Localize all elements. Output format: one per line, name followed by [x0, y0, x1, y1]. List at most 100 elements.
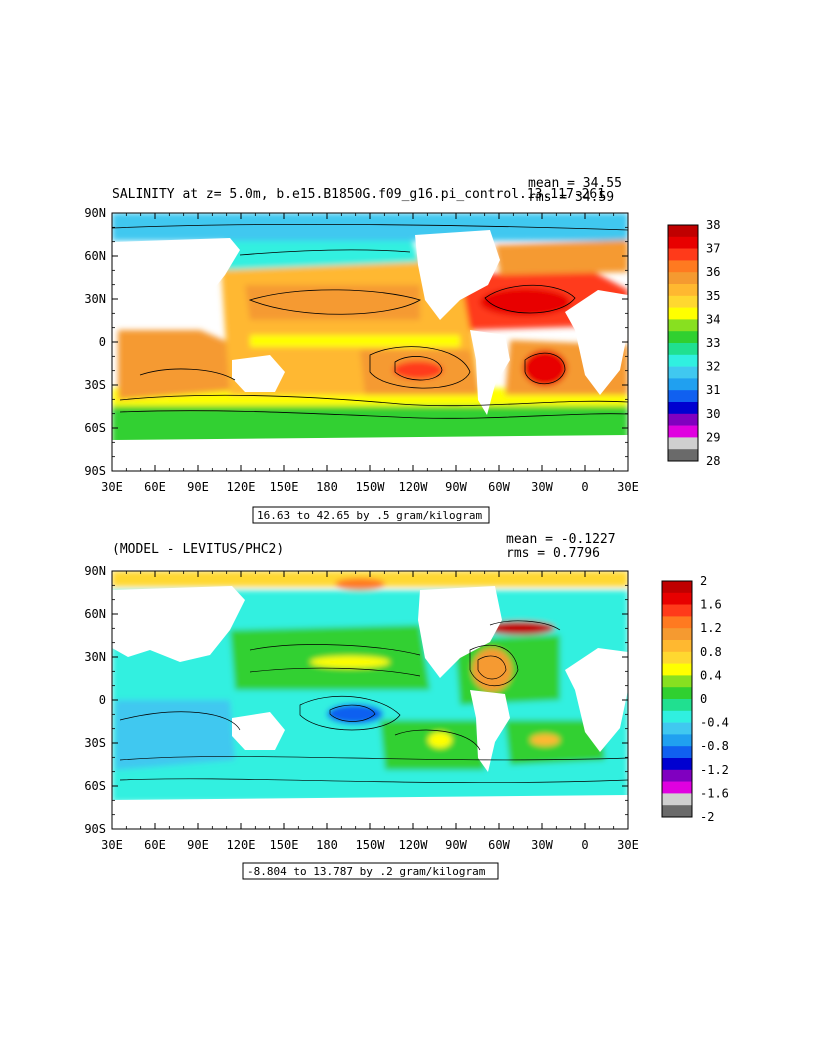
bottom-y-tick-label: 0: [99, 693, 106, 707]
bottom-colorbar-swatch: [662, 675, 692, 688]
top-colorbar-label: 34: [706, 312, 720, 326]
top-colorbar-swatch: [668, 378, 698, 391]
top-x-tick-label: 120W: [399, 480, 429, 494]
top-colorbar-label: 36: [706, 265, 720, 279]
bottom-contour-info: -8.804 to 13.787 by .2 gram/kilogram: [247, 865, 486, 878]
top-map-plot: [112, 213, 628, 471]
bottom-colorbar-label: 1.6: [700, 598, 722, 612]
bottom-land-africa: [565, 648, 628, 752]
bottom-colorbar-swatch: [662, 687, 692, 700]
bottom-colorbar-label: -0.8: [700, 739, 729, 753]
bottom-colorbar-swatch: [662, 805, 692, 818]
top-colorbar-label: 38: [706, 218, 720, 232]
top-colorbar-swatch: [668, 248, 698, 261]
bottom-y-tick-label: 60N: [84, 607, 106, 621]
top-land-africa: [565, 290, 628, 395]
top-colorbar-swatch: [668, 366, 698, 379]
bottom-colorbar-swatch: [662, 769, 692, 782]
bottom-colorbar-swatch: [662, 581, 692, 594]
top-north-atlantic-core: [480, 288, 570, 316]
bottom-colorbar-label: -1.6: [700, 786, 729, 800]
bottom-south-pacific-neg: [327, 704, 383, 724]
bottom-x-tick-label: 90E: [187, 838, 209, 852]
bottom-colorbar-label: -0.4: [700, 716, 729, 730]
top-colorbar-swatch: [668, 449, 698, 462]
top-colorbar-swatch: [668, 295, 698, 308]
top-indian-ocean: [118, 330, 240, 400]
bottom-x-tick-label: 30E: [617, 838, 639, 852]
bottom-y-tick-label: 90S: [84, 822, 106, 836]
top-colorbar-label: 33: [706, 336, 720, 350]
top-x-tick-label: 180: [316, 480, 338, 494]
bottom-x-tick-label: 150E: [270, 838, 299, 852]
top-colorbar-label: 30: [706, 407, 720, 421]
bottom-land-australia: [232, 712, 285, 750]
bottom-x-tick-label: 120W: [399, 838, 429, 852]
bottom-subtropical-atlantic: [472, 648, 512, 692]
top-south-atlantic-core: [523, 350, 567, 386]
top-colorbar-swatch: [668, 437, 698, 450]
bottom-colorbar-swatch: [662, 640, 692, 653]
top-x-tick-label: 60W: [488, 480, 510, 494]
bottom-land: [112, 586, 628, 829]
top-colorbar-frame: [667, 224, 699, 462]
top-x-tick-label: 90W: [445, 480, 467, 494]
bottom-colorbar-label: -2: [700, 810, 714, 824]
top-colorbar-swatch: [668, 402, 698, 415]
top-colorbar-swatch: [668, 413, 698, 426]
bottom-south-atlantic-pos: [530, 734, 560, 746]
top-north-pacific-sub: [245, 285, 420, 320]
top-mean-label: mean = 34.55: [528, 176, 622, 191]
bottom-colorbar-swatch: [662, 616, 692, 629]
top-colorbar-label: 28: [706, 454, 720, 468]
bottom-south-pacific-yellow: [428, 732, 452, 748]
bottom-colorbar-swatch: [662, 710, 692, 723]
top-land-antarctica: [112, 435, 628, 471]
bottom-colorbar: 2 1.6 1.2 0.8 0.4 0 -0.4 -0.8 -1.2 -1.6 -2: [661, 574, 729, 824]
top-north-atlantic-subpolar: [495, 240, 628, 275]
top-land-australia: [232, 355, 285, 392]
bottom-x-tick-label: 0: [581, 838, 588, 852]
top-colorbar-swatch: [668, 260, 698, 273]
bottom-colorbar-swatch: [662, 592, 692, 605]
bottom-y-tick-label: 60S: [84, 779, 106, 793]
top-colorbar-label: 37: [706, 242, 720, 256]
top-equatorial-pacific: [250, 335, 460, 347]
bottom-y-tick-label: 90N: [84, 564, 106, 578]
bottom-colorbar-swatch: [662, 793, 692, 806]
bottom-x-tick-label: 30E: [101, 838, 123, 852]
bottom-x-tick-label: 150W: [356, 838, 386, 852]
top-colorbar-swatch: [668, 319, 698, 332]
top-y-tick-label: 90S: [84, 464, 106, 478]
top-y-tick-label: 60N: [84, 249, 106, 263]
bottom-colorbar-swatch: [662, 722, 692, 735]
top-x-tick-label: 120E: [227, 480, 256, 494]
bottom-colorbar-label: 0: [700, 692, 707, 706]
bottom-colorbar-swatch: [662, 734, 692, 747]
bottom-colorbar-label: 0.8: [700, 645, 722, 659]
bottom-colorbar-swatch: [662, 699, 692, 712]
bottom-colorbar-swatch: [662, 781, 692, 794]
bottom-colorbar-swatch: [662, 746, 692, 759]
top-colorbar: 38 37 36 35 34 33 32 31 30 29 28: [667, 218, 720, 468]
top-y-tick-label: 30N: [84, 292, 106, 306]
top-contours: [112, 223, 628, 419]
bottom-map-plot: [112, 571, 628, 829]
top-colorbar-label: 31: [706, 383, 720, 397]
bottom-x-tick-label: 60E: [144, 838, 166, 852]
top-panel: SALINITY at z= 5.0m, b.e15.B1850G.f09_g1…: [84, 176, 720, 524]
bottom-y-ticks: 90N 60N 30N 0 30S 60S 90S: [84, 564, 628, 836]
bottom-rms-label: rms = 0.7796: [506, 546, 600, 561]
top-x-tick-label: 0: [581, 480, 588, 494]
bottom-colorbar-label: -1.2: [700, 763, 729, 777]
top-colorbar-swatch: [668, 331, 698, 344]
top-rms-label: rms = 34.59: [528, 190, 614, 205]
bottom-y-tick-label: 30S: [84, 736, 106, 750]
bottom-colorbar-swatch: [662, 604, 692, 617]
top-colorbar-swatch: [668, 390, 698, 403]
top-x-tick-label: 30E: [101, 480, 123, 494]
top-colorbar-label: 32: [706, 360, 720, 374]
bottom-land-eurasia: [112, 586, 245, 662]
bottom-colorbar-swatch: [662, 651, 692, 664]
